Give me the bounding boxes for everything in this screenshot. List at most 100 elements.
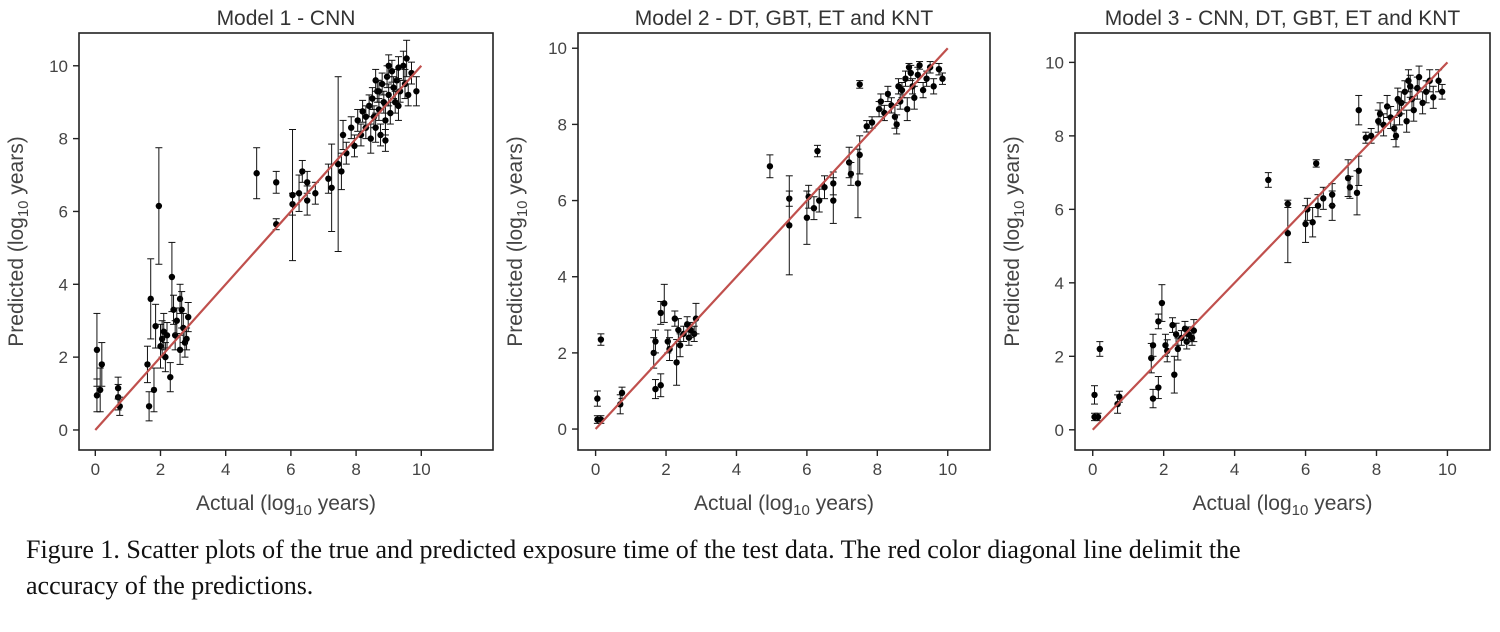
data-point xyxy=(183,335,190,343)
data-point xyxy=(1309,219,1316,226)
data-point xyxy=(1367,132,1375,140)
caption-line-2: accuracy of the predictions. xyxy=(26,571,314,600)
data-point xyxy=(1401,88,1409,95)
data-point xyxy=(176,346,184,354)
diagonal-reference-line xyxy=(94,65,423,431)
chart-panel-3: Model 3 - CNN, DT, GBT, ET and KNT 0 2 4 6 8 1… xyxy=(1001,7,1491,519)
x-tick-label: 2 xyxy=(1159,460,1168,479)
data-point xyxy=(372,124,379,131)
chart-title: Model 1 - CNN xyxy=(217,7,356,30)
data-point xyxy=(847,170,855,178)
data-point xyxy=(253,170,260,177)
data-point xyxy=(395,64,402,71)
y-tick-label: 4 xyxy=(59,275,68,294)
data-point xyxy=(830,180,837,187)
data-point xyxy=(1174,345,1182,353)
data-point xyxy=(1435,77,1442,84)
data-point xyxy=(856,151,863,159)
x-tick-label: 6 xyxy=(1301,460,1310,479)
data-point xyxy=(618,389,626,397)
data-point xyxy=(289,191,296,199)
x-tick-label: 0 xyxy=(1088,460,1097,479)
y-tick-label: 6 xyxy=(558,192,567,211)
data-point xyxy=(382,117,389,124)
data-point xyxy=(661,300,668,307)
data-point xyxy=(185,313,192,321)
data-point xyxy=(930,83,937,90)
data-point xyxy=(96,386,104,394)
data-point xyxy=(150,386,158,394)
data-point xyxy=(816,197,823,204)
x-tick-label: 8 xyxy=(351,460,360,479)
data-point xyxy=(380,98,387,106)
data-point xyxy=(369,95,376,102)
data-point xyxy=(405,91,412,99)
data-point xyxy=(863,123,870,130)
data-point xyxy=(1376,110,1384,118)
data-point xyxy=(935,65,943,73)
data-point xyxy=(898,86,906,94)
data-point xyxy=(1419,99,1426,107)
data-point xyxy=(1091,391,1098,399)
x-tick-label: 6 xyxy=(802,460,811,479)
data-point xyxy=(395,102,402,110)
data-point xyxy=(378,80,386,88)
data-point xyxy=(884,90,892,98)
x-axis-label: Actual (log10 years) xyxy=(196,492,376,519)
x-tick-label: 0 xyxy=(591,460,600,479)
x-tick-label: 8 xyxy=(1372,460,1381,479)
data-point xyxy=(877,98,885,105)
data-point xyxy=(676,342,684,349)
data-point xyxy=(390,84,397,91)
data-point xyxy=(328,184,335,191)
data-point xyxy=(1422,88,1430,95)
data-point xyxy=(1155,384,1162,391)
data-point xyxy=(1116,393,1123,400)
data-point xyxy=(939,75,946,82)
chart-title: Model 3 - CNN, DT, GBT, ET and KNT xyxy=(1105,7,1461,30)
y-tick-label: 4 xyxy=(558,268,567,287)
data-point xyxy=(162,353,169,361)
data-point xyxy=(303,179,311,186)
y-tick-label: 10 xyxy=(49,57,68,76)
data-point xyxy=(144,361,151,368)
data-point xyxy=(147,295,154,303)
data-point xyxy=(93,346,101,354)
data-point xyxy=(163,332,171,339)
plot-frame xyxy=(1074,32,1491,451)
data-point xyxy=(671,315,679,322)
data-point xyxy=(597,336,605,343)
data-point xyxy=(325,175,332,182)
data-point xyxy=(1398,99,1405,107)
data-point xyxy=(1355,106,1362,114)
data-point xyxy=(167,373,174,381)
y-tick-label: 2 xyxy=(59,348,68,367)
data-point xyxy=(273,179,280,186)
data-point xyxy=(303,197,311,204)
data-point xyxy=(1355,167,1362,174)
x-tick-label: 4 xyxy=(732,460,741,479)
data-point xyxy=(919,86,927,94)
chart-panel-1: Model 1 - CNN 0 2 4 6 8 10 0 2 4 6 8 10 Actual (log10… xyxy=(5,7,494,519)
x-axis-label: Actual (log10 years) xyxy=(1192,492,1372,519)
data-point xyxy=(1312,160,1320,167)
data-point xyxy=(902,75,909,82)
data-point xyxy=(1320,195,1327,202)
data-point xyxy=(1171,371,1178,378)
data-point xyxy=(1155,318,1162,325)
data-point xyxy=(1158,299,1166,307)
caption-line-1: Figure 1. Scatter plots of the true and … xyxy=(26,535,1241,564)
data-point xyxy=(856,81,863,88)
data-point xyxy=(385,62,392,69)
x-tick-label: 10 xyxy=(1438,460,1457,479)
data-point xyxy=(339,131,347,139)
x-tick-label: 10 xyxy=(412,460,431,479)
data-point xyxy=(766,163,774,170)
data-point xyxy=(1392,132,1400,140)
data-point xyxy=(377,131,384,139)
data-point xyxy=(1265,176,1272,184)
data-point xyxy=(387,109,394,117)
y-tick-label: 4 xyxy=(1055,274,1064,293)
data-point xyxy=(923,75,930,82)
data-point xyxy=(594,395,601,402)
